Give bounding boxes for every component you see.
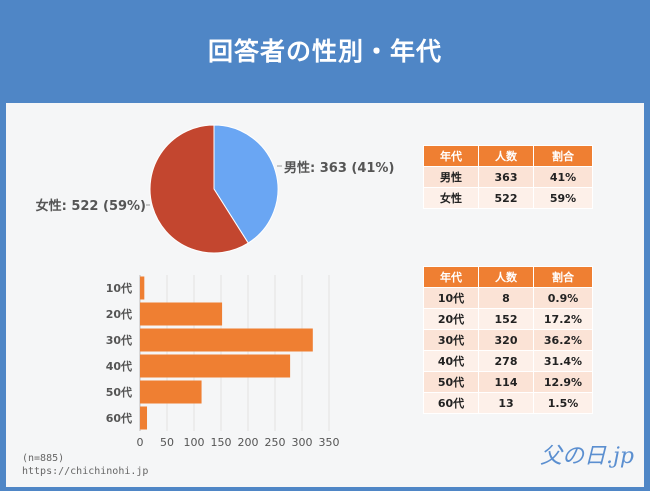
table-cell: 30代 xyxy=(423,329,479,351)
age-table: 年代 人数 割合 10代 8 0.9% 20代 152 17.2% 30代 32… xyxy=(423,266,593,414)
table-cell: 36.2% xyxy=(533,329,593,351)
table-cell: 50代 xyxy=(423,371,479,393)
table-cell: 363 xyxy=(478,166,534,188)
source-url: https://chichinohi.jp xyxy=(22,466,149,477)
table-row: 50代 114 12.9% xyxy=(423,371,593,393)
y-tick-label: 60代 xyxy=(106,411,132,425)
x-tick-label: 300 xyxy=(292,436,313,449)
y-tick-label: 20代 xyxy=(106,307,132,321)
table-header-cell: 割合 xyxy=(533,145,593,167)
table-header-cell: 人数 xyxy=(478,266,534,288)
table-row: 30代 320 36.2% xyxy=(423,329,593,351)
y-tick-label: 30代 xyxy=(106,333,132,347)
table-cell: 59% xyxy=(533,187,593,209)
table-header-cell: 割合 xyxy=(533,266,593,288)
table-cell: 522 xyxy=(478,187,534,209)
table-header-row: 年代 人数 割合 xyxy=(423,145,593,167)
pie-slice-label: 男性: 363 (41%) xyxy=(284,160,394,176)
pie-slice-label: 女性: 522 (59%) xyxy=(36,198,146,214)
x-tick-label: 200 xyxy=(238,436,259,449)
x-tick-label: 50 xyxy=(160,436,174,449)
table-header-cell: 年代 xyxy=(423,266,479,288)
table-header-row: 年代 人数 割合 xyxy=(423,266,593,288)
table-cell: 12.9% xyxy=(533,371,593,393)
table-cell: 60代 xyxy=(423,392,479,414)
table-row: 60代 13 1.5% xyxy=(423,392,593,414)
x-tick-label: 250 xyxy=(265,436,286,449)
table-cell: 152 xyxy=(478,308,534,330)
bar xyxy=(140,380,202,404)
y-tick-label: 50代 xyxy=(106,385,132,399)
footnote: (n=885) https://chichinohi.jp xyxy=(22,452,148,478)
sample-size-note: (n=885) xyxy=(22,453,65,464)
bar xyxy=(140,276,145,300)
site-logo: 父の日.jp xyxy=(540,444,634,469)
table-cell: 278 xyxy=(478,350,534,372)
table-cell: 10代 xyxy=(423,287,479,309)
table-cell: 320 xyxy=(478,329,534,351)
page-title: 回答者の性別・年代 xyxy=(207,37,442,66)
table-cell: 40代 xyxy=(423,350,479,372)
x-tick-label: 150 xyxy=(211,436,232,449)
table-row: 男性 363 41% xyxy=(423,166,593,188)
table-row: 10代 8 0.9% xyxy=(423,287,593,309)
table-row: 20代 152 17.2% xyxy=(423,308,593,330)
y-tick-label: 40代 xyxy=(106,359,132,373)
table-cell: 1.5% xyxy=(533,392,593,414)
table-cell: 女性 xyxy=(423,187,479,209)
table-cell: 41% xyxy=(533,166,593,188)
table-row: 40代 278 31.4% xyxy=(423,350,593,372)
table-cell: 男性 xyxy=(423,166,479,188)
table-header-cell: 年代 xyxy=(423,145,479,167)
table-cell: 0.9% xyxy=(533,287,593,309)
table-cell: 8 xyxy=(478,287,534,309)
bar xyxy=(140,406,148,430)
gender-table: 年代 人数 割合 男性 363 41% 女性 522 59% xyxy=(423,145,593,209)
x-tick-label: 350 xyxy=(319,436,340,449)
table-cell: 13 xyxy=(478,392,534,414)
table-cell: 114 xyxy=(478,371,534,393)
bar xyxy=(140,328,313,352)
table-cell: 31.4% xyxy=(533,350,593,372)
table-header-cell: 人数 xyxy=(478,145,534,167)
y-tick-label: 10代 xyxy=(106,281,132,295)
bar xyxy=(140,354,291,378)
bar xyxy=(140,302,223,326)
x-tick-label: 100 xyxy=(184,436,205,449)
pie-slice xyxy=(149,124,249,254)
header-banner: 回答者の性別・年代 xyxy=(0,0,650,100)
table-cell: 20代 xyxy=(423,308,479,330)
x-tick-label: 0 xyxy=(137,436,144,449)
table-cell: 17.2% xyxy=(533,308,593,330)
table-row: 女性 522 59% xyxy=(423,187,593,209)
